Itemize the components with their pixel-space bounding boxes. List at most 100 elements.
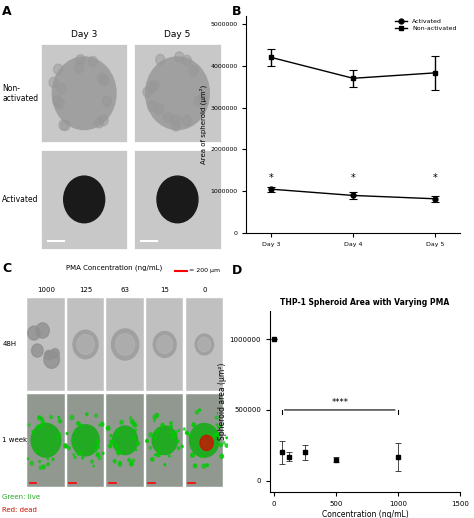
Circle shape: [58, 420, 62, 423]
Circle shape: [107, 92, 116, 102]
Circle shape: [186, 432, 188, 434]
Circle shape: [130, 462, 133, 466]
Circle shape: [146, 106, 155, 116]
Text: Green: live: Green: live: [2, 494, 40, 500]
Circle shape: [195, 411, 198, 414]
Circle shape: [204, 76, 213, 87]
Text: *: *: [351, 173, 356, 183]
Circle shape: [95, 414, 97, 417]
Circle shape: [59, 94, 68, 105]
Circle shape: [196, 93, 205, 104]
Circle shape: [31, 344, 43, 357]
Circle shape: [45, 351, 53, 360]
Circle shape: [116, 334, 135, 355]
Text: 1 week: 1 week: [2, 437, 27, 443]
Circle shape: [119, 462, 121, 464]
Circle shape: [95, 69, 104, 79]
Text: Non-
activated: Non- activated: [2, 83, 38, 103]
Bar: [41, 150, 128, 249]
Circle shape: [149, 447, 152, 449]
Circle shape: [149, 102, 158, 112]
Circle shape: [153, 70, 162, 80]
Circle shape: [191, 114, 200, 125]
Circle shape: [93, 124, 102, 135]
Text: D: D: [232, 264, 243, 277]
Circle shape: [193, 64, 202, 75]
Circle shape: [98, 456, 101, 459]
Circle shape: [151, 457, 154, 461]
Circle shape: [133, 436, 136, 440]
Circle shape: [200, 435, 213, 451]
Circle shape: [70, 123, 79, 134]
Circle shape: [64, 176, 105, 223]
Circle shape: [116, 434, 117, 436]
Bar: [186, 394, 223, 487]
Circle shape: [67, 447, 70, 450]
Circle shape: [153, 415, 156, 420]
Circle shape: [27, 458, 29, 459]
Text: B: B: [232, 5, 242, 18]
Circle shape: [115, 445, 118, 448]
Circle shape: [192, 423, 195, 427]
Circle shape: [88, 118, 97, 128]
Circle shape: [80, 425, 82, 427]
Circle shape: [31, 424, 61, 457]
Circle shape: [41, 418, 43, 421]
Title: THP-1 Spheroid Area with Varying PMA: THP-1 Spheroid Area with Varying PMA: [280, 298, 450, 307]
Circle shape: [47, 458, 48, 459]
Bar: [107, 394, 144, 487]
Circle shape: [146, 440, 148, 442]
Text: ****: ****: [331, 398, 348, 407]
Circle shape: [73, 330, 98, 359]
Circle shape: [178, 430, 180, 431]
Circle shape: [39, 425, 42, 427]
Circle shape: [47, 463, 49, 466]
Circle shape: [94, 118, 103, 128]
Circle shape: [201, 455, 202, 457]
Circle shape: [170, 425, 173, 428]
Circle shape: [105, 68, 114, 78]
Circle shape: [59, 433, 61, 436]
Circle shape: [110, 435, 112, 437]
Circle shape: [99, 425, 100, 426]
Circle shape: [177, 440, 179, 443]
Circle shape: [70, 415, 74, 420]
Circle shape: [149, 433, 153, 437]
Circle shape: [216, 433, 219, 437]
Circle shape: [185, 431, 188, 435]
Circle shape: [133, 422, 136, 426]
Circle shape: [95, 445, 97, 448]
Circle shape: [52, 57, 116, 130]
Circle shape: [177, 447, 180, 450]
Circle shape: [153, 82, 162, 93]
Circle shape: [86, 413, 88, 415]
Circle shape: [198, 337, 210, 352]
Circle shape: [216, 424, 218, 426]
Circle shape: [128, 458, 130, 462]
Circle shape: [157, 176, 198, 223]
Circle shape: [96, 453, 100, 456]
Circle shape: [106, 426, 110, 430]
Circle shape: [154, 420, 155, 422]
Circle shape: [38, 416, 41, 419]
Circle shape: [28, 424, 30, 426]
Circle shape: [155, 413, 159, 418]
Circle shape: [93, 465, 94, 467]
Text: *: *: [269, 173, 273, 183]
Circle shape: [181, 445, 183, 447]
Circle shape: [120, 421, 123, 424]
Text: Red: dead: Red: dead: [2, 507, 37, 513]
Circle shape: [190, 424, 219, 457]
Circle shape: [39, 461, 40, 463]
Circle shape: [72, 425, 99, 456]
Circle shape: [53, 84, 62, 94]
Circle shape: [74, 456, 76, 458]
Text: 63: 63: [121, 286, 129, 293]
Circle shape: [225, 444, 228, 447]
Bar: [67, 298, 104, 391]
Circle shape: [38, 416, 41, 420]
Text: 1000: 1000: [37, 286, 55, 293]
Circle shape: [169, 455, 170, 457]
Circle shape: [100, 422, 104, 426]
Circle shape: [57, 437, 58, 438]
